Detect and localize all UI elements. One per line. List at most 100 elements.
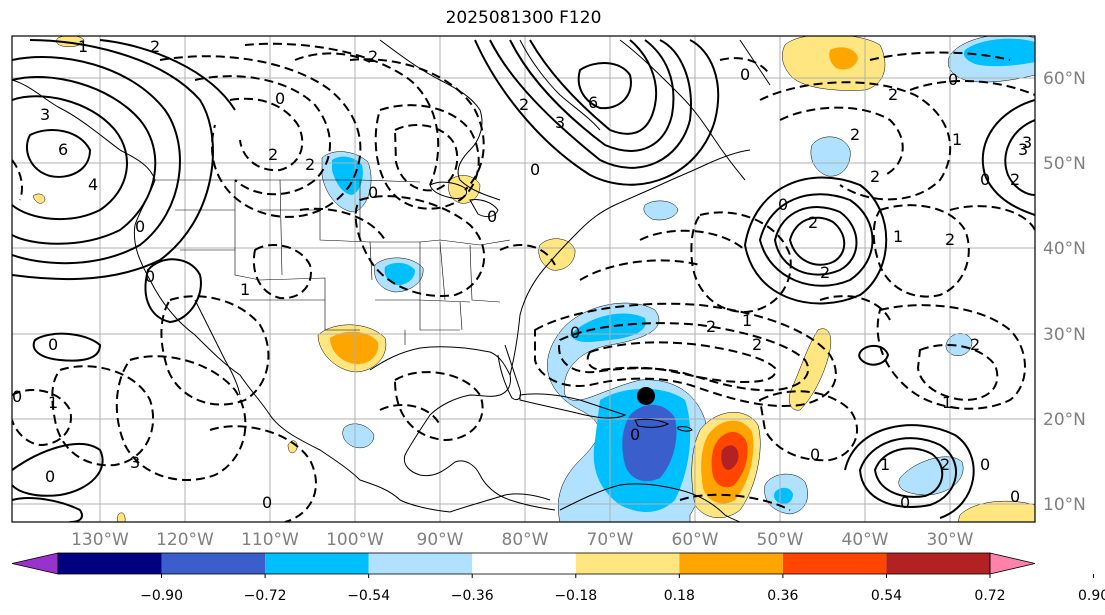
lon-label: 100°W bbox=[326, 530, 384, 550]
contour-label: 0 bbox=[810, 445, 820, 464]
lon-label: 110°W bbox=[241, 530, 299, 550]
contour-label: 2 bbox=[268, 145, 278, 164]
neg-anomaly-east-2 bbox=[898, 456, 964, 496]
lon-label: 50°W bbox=[757, 530, 804, 550]
contours-dashed bbox=[12, 42, 1035, 522]
contour-label: 2 bbox=[752, 335, 762, 354]
contour-label: 0 bbox=[262, 493, 272, 512]
contour-label: 4 bbox=[88, 175, 98, 194]
colorbar-box bbox=[886, 553, 990, 574]
contour-label: 1 bbox=[742, 311, 752, 330]
lon-label: 90°W bbox=[417, 530, 464, 550]
contour-label: 6 bbox=[588, 93, 598, 112]
neg-anomaly-kansas-core bbox=[384, 262, 415, 286]
colorbar-tick-label: −0.90 bbox=[140, 588, 183, 604]
colorbar-tick-label: 0.36 bbox=[767, 588, 798, 604]
lat-label: 40°N bbox=[1043, 239, 1086, 259]
colorbar-tick-label: −0.36 bbox=[451, 588, 494, 604]
contour-label: 0 bbox=[530, 160, 540, 179]
contour-label: 3 bbox=[555, 113, 565, 132]
contour-label: 2 bbox=[305, 155, 315, 174]
contour-label: 0 bbox=[980, 455, 990, 474]
colorbar-box bbox=[265, 553, 369, 574]
lon-label: 130°W bbox=[71, 530, 129, 550]
longitude-labels: 130°W 120°W 110°W 100°W 90°W 80°W 70°W 6… bbox=[71, 530, 974, 550]
contour-label: 2 bbox=[888, 85, 898, 104]
lat-label: 50°N bbox=[1043, 154, 1086, 174]
contour-label: 0 bbox=[368, 183, 378, 202]
contour-label: 3 bbox=[40, 105, 50, 124]
contour-label: 1 bbox=[880, 455, 890, 474]
contour-label: 0 bbox=[948, 70, 958, 89]
graticule bbox=[12, 36, 1035, 522]
colorbar-outline bbox=[57, 552, 991, 575]
contour-label: 2 bbox=[850, 125, 860, 144]
contour-label: 2 bbox=[970, 335, 980, 354]
contour-label: 2 bbox=[1010, 170, 1020, 189]
neg-anomaly-caribbean-core bbox=[622, 404, 677, 482]
neg-anomaly-newfoundland bbox=[643, 200, 679, 221]
contour-label: 0 bbox=[740, 65, 750, 84]
contour-labels: 6 4 3 2 0 2 0 0 0 6 3 0 2 2 2 0 0 2 1 2 bbox=[12, 37, 1032, 512]
contour-label: 2 bbox=[940, 455, 950, 474]
latitude-labels: 60°N 50°N 40°N 30°N 20°N 10°N bbox=[1043, 69, 1086, 515]
contour-label: 0 bbox=[570, 323, 580, 342]
lon-label: 70°W bbox=[587, 530, 634, 550]
contour-label: 0 bbox=[487, 207, 497, 226]
pos-anomaly-central-atlantic bbox=[789, 328, 832, 411]
coastlines bbox=[12, 39, 771, 522]
contour-label: 2 bbox=[820, 263, 830, 282]
contour-label: 0 bbox=[900, 493, 910, 512]
colorbar-box bbox=[368, 553, 473, 574]
lon-label: 30°W bbox=[927, 530, 974, 550]
pos-anomaly-north-atlantic-core bbox=[829, 47, 858, 70]
colorbar-tick-label: 0.90 bbox=[1078, 588, 1105, 604]
pos-anomaly-texas-core bbox=[330, 331, 379, 365]
contour-label: 0 bbox=[778, 195, 788, 214]
contour-label: 3 bbox=[1022, 133, 1032, 152]
contour-label: 0 bbox=[12, 387, 22, 406]
contour-label: 1 bbox=[48, 393, 58, 412]
colorbar-tick-label: 0.18 bbox=[664, 588, 695, 604]
colorbar bbox=[11, 552, 1095, 578]
contour-label: 0 bbox=[275, 89, 285, 108]
contour-label: 2 bbox=[519, 95, 529, 114]
contour-label: 2 bbox=[808, 213, 818, 232]
contour-label: 1 bbox=[893, 227, 903, 246]
map-title: 2025081300 F120 bbox=[445, 8, 602, 28]
contour-label: 0 bbox=[45, 467, 55, 486]
neg-anomaly-mid-atlantic-north bbox=[810, 136, 851, 177]
lat-label: 60°N bbox=[1043, 69, 1086, 89]
political-borders bbox=[155, 179, 511, 345]
colorbar-box bbox=[161, 553, 266, 574]
pos-anomaly-atlantic-peak bbox=[721, 445, 739, 470]
colorbar-box bbox=[58, 553, 162, 574]
colorbar-tick-labels: −0.90 −0.72 −0.54 −0.36 −0.18 0.18 0.36 0.54 0.7… bbox=[140, 588, 1105, 604]
colorbar-extend-high bbox=[989, 552, 1036, 575]
contour-label: 1 bbox=[240, 280, 250, 299]
lon-label: 60°W bbox=[672, 530, 719, 550]
contour-label: 3 bbox=[1018, 140, 1028, 159]
contour-label: 0 bbox=[135, 217, 145, 236]
contour-label: 2 bbox=[706, 317, 716, 336]
colorbar-tick-label: 0.54 bbox=[871, 588, 902, 604]
lat-label: 30°N bbox=[1043, 325, 1086, 345]
pos-anomaly-southeast-corner bbox=[957, 500, 1035, 522]
neg-anomaly-mexico bbox=[342, 423, 375, 449]
contour-label: 3 bbox=[130, 453, 140, 472]
colorbar-box bbox=[782, 553, 887, 574]
contour-label: 0 bbox=[48, 335, 58, 354]
contour-label: 0 bbox=[145, 267, 155, 286]
contour-label: 2 bbox=[945, 230, 955, 249]
contour-label: 1 bbox=[78, 37, 88, 56]
contour-label: 0 bbox=[980, 170, 990, 189]
contour-label: 1 bbox=[942, 393, 952, 412]
colorbar-box bbox=[472, 553, 576, 574]
contour-label: 0 bbox=[1010, 487, 1020, 506]
map-frame bbox=[11, 35, 1036, 523]
colorbar-box bbox=[679, 553, 783, 574]
neg-anomaly-greenland-core bbox=[963, 38, 1035, 67]
lat-label: 20°N bbox=[1043, 410, 1086, 430]
lat-label: 10°N bbox=[1043, 495, 1086, 515]
contour-label: 2 bbox=[368, 47, 378, 66]
